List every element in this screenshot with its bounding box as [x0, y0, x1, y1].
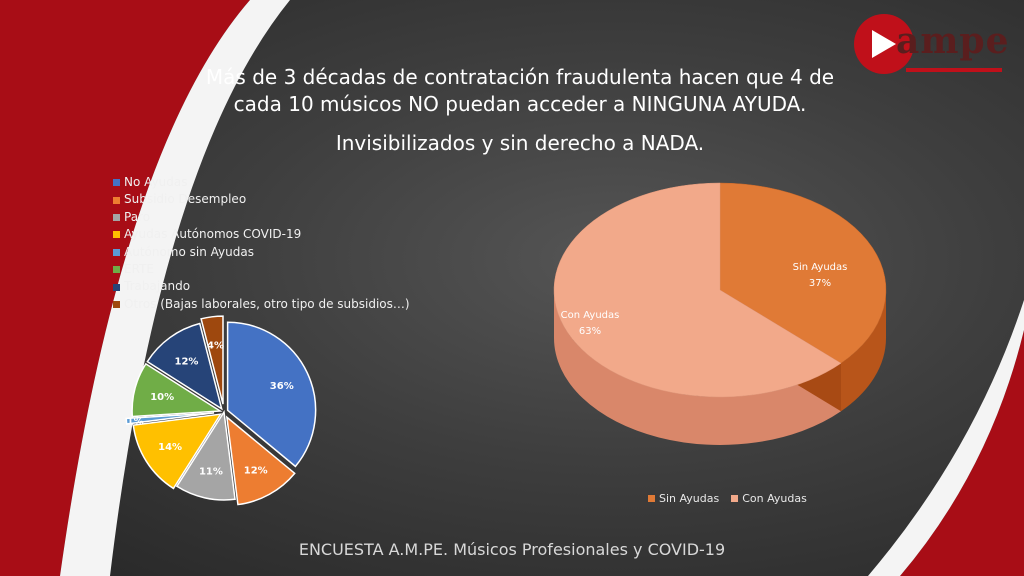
legend-swatch	[113, 266, 120, 274]
pie-slice-4	[132, 413, 223, 490]
legend-label: Subsidio Desempleo	[124, 192, 247, 207]
pie-slice-label-3: 11%	[199, 466, 223, 477]
legend-swatch	[113, 283, 120, 291]
pie3d-side-2	[554, 290, 842, 446]
legend-item-2: Subsidio Desempleo	[113, 191, 410, 208]
pie-slice-2	[225, 415, 296, 506]
pie3d-slice-2	[553, 182, 842, 398]
pie-slice-label-7: 12%	[175, 356, 199, 367]
pie-slice-6	[131, 362, 223, 418]
logo-text: ampe	[896, 20, 1010, 62]
pie3d-label-2: Con Ayudas 63%	[561, 310, 620, 337]
legend-label: Sin Ayudas	[659, 492, 720, 505]
pie-slice-label-4: 14%	[158, 442, 182, 453]
pie-slice-label-6: 10%	[150, 392, 174, 403]
play-icon	[872, 30, 896, 58]
legend-label: Autónomo sin Ayudas	[124, 244, 254, 259]
legend2-item-2: Con Ayudas	[731, 492, 807, 505]
pie-slice-label-5: 1%	[127, 416, 144, 427]
pie3d-slice-1	[719, 182, 887, 364]
pie-slice-label-2: 12%	[244, 466, 268, 477]
ampe-logo	[854, 14, 1002, 74]
pie-slice-label-8: 4%	[207, 341, 224, 352]
legend-swatch	[648, 495, 655, 502]
legend-swatch	[113, 248, 120, 256]
legend-label: Con Ayudas	[742, 492, 807, 505]
legend-label: Ayudas Autónomos COVID-19	[124, 227, 302, 242]
legend-swatch	[113, 301, 120, 309]
legend-item-1: No Ayudas	[113, 174, 410, 191]
pie-slice-5	[125, 412, 215, 425]
pie-slice-label-1: 36%	[270, 381, 294, 392]
title-line-2: cada 10 músicos NO puedan acceder a NING…	[233, 92, 807, 116]
legend-label: Trabajando	[124, 279, 191, 294]
legend-swatch	[113, 196, 120, 204]
legend-swatch	[113, 231, 120, 239]
legend-label: ERTE	[124, 262, 154, 277]
legend-item-3: Paro	[113, 209, 410, 226]
footer: ENCUESTA A.M.PE. Músicos Profesionales y…	[298, 540, 726, 559]
legend-item-4: Ayudas Autónomos COVID-19	[113, 226, 410, 243]
legend-label: Paro	[124, 209, 151, 224]
subtitle: Invisibilizados y sin derecho a NADA.	[335, 131, 705, 155]
legend2-item-1: Sin Ayudas	[648, 492, 719, 505]
pie-slice-8	[200, 315, 224, 405]
pie-slice-1	[226, 321, 317, 468]
legend-label: Otros (Bajas laborales, otro tipo de sub…	[124, 296, 410, 311]
legend-label: No Ayudas	[124, 175, 188, 189]
title-line-1: Más de 3 décadas de contratación fraudul…	[205, 65, 835, 89]
pie3d-label-1: Sin Ayudas 37%	[793, 262, 848, 289]
legend-situation: No Ayudas Subsidio Desempleo Paro Ayudas Au…	[113, 174, 410, 313]
legend-ayudas: Sin Ayudas Con Ayudas	[648, 492, 807, 505]
legend-item-7: Trabajando	[113, 278, 410, 295]
pie-slice-3	[175, 409, 236, 501]
pie-slice-7	[146, 322, 223, 411]
legend-swatch	[113, 179, 120, 187]
pie3d-side-1	[841, 290, 886, 412]
legend-swatch	[113, 214, 120, 222]
legend-swatch	[731, 495, 739, 502]
logo-underline	[906, 68, 1002, 72]
legend-item-8: Otros (Bajas laborales, otro tipo de sub…	[113, 296, 410, 313]
legend-item-5: Autónomo sin Ayudas	[113, 244, 410, 261]
legend-item-6: ERTE	[113, 261, 410, 278]
